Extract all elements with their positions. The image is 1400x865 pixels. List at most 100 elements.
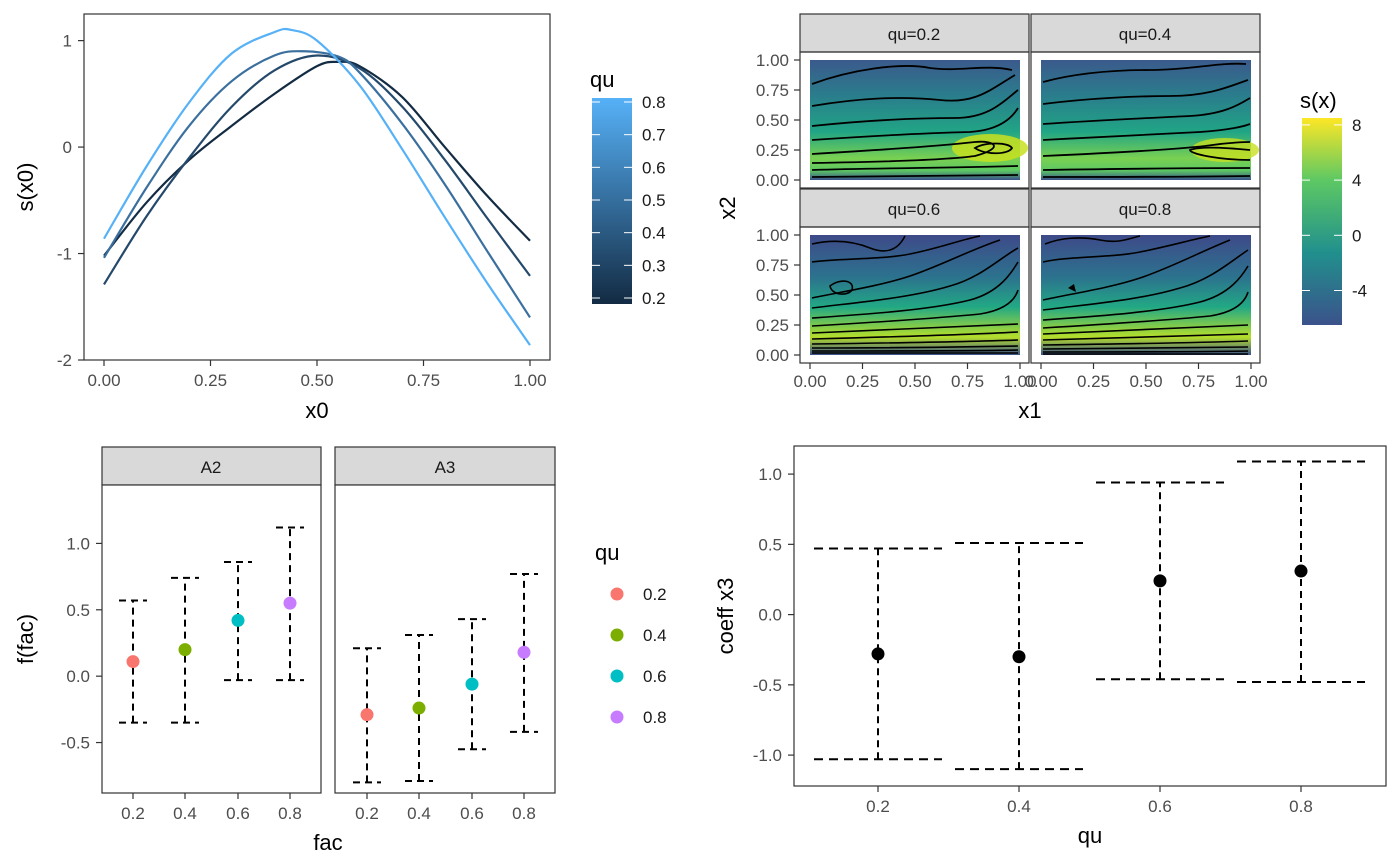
legend-label: 0.2 bbox=[643, 585, 667, 604]
contour-lines bbox=[1042, 62, 1251, 178]
panel-frame bbox=[101, 484, 322, 794]
axis-ticks: -1.0 -0.5 0.0 0.5 1.0 0.2 0.4 0.6 0.8 bbox=[753, 465, 1313, 816]
contour-marker bbox=[1068, 284, 1076, 292]
strip-label: A2 bbox=[201, 458, 222, 477]
tick-label: 4 bbox=[1352, 171, 1361, 190]
tick-label: 1.0 bbox=[66, 534, 90, 553]
axis-ticks: -0.5 0.0 0.5 1.0 0.2 0.4 0.6 0.8 0.2 0.4 0.6 0.8 bbox=[61, 534, 536, 823]
heatmap-panel-qu-0.2 bbox=[810, 60, 1028, 180]
panel-frame bbox=[334, 484, 556, 794]
series-line-qu-0.8 bbox=[103, 27, 531, 346]
point-qu-0.6 bbox=[465, 677, 479, 691]
tick-label: 0 bbox=[63, 138, 72, 157]
panel-smooth-x0: 0.00 0.25 0.50 0.75 1.00 -2 -1 0 1 x0 s(x0) qu … bbox=[13, 13, 666, 423]
point-marks bbox=[814, 460, 1365, 771]
colorbar-ticks: 0.2 0.3 0.4 0.5 0.6 0.7 0.8 bbox=[592, 93, 666, 308]
x-axis-ticks: 0.00 0.25 0.50 0.75 1.00 bbox=[87, 360, 547, 390]
strip-label: A3 bbox=[435, 458, 456, 477]
point-qu-0.4 bbox=[1012, 650, 1026, 664]
heatmap-peak bbox=[952, 134, 1028, 162]
y-axis-title: f(fac) bbox=[13, 614, 38, 664]
heatmap-panel-qu-0.6 bbox=[810, 235, 1020, 355]
x-axis-title: x0 bbox=[305, 398, 328, 423]
point-qu-0.8 bbox=[1294, 564, 1308, 578]
tick-label: 0.75 bbox=[1182, 372, 1215, 391]
colorbar bbox=[592, 98, 632, 304]
tick-label: -4 bbox=[1352, 282, 1367, 301]
tick-label: 0.00 bbox=[793, 372, 826, 391]
legend-key-0.4 bbox=[610, 628, 624, 642]
tick-label: 0.25 bbox=[194, 371, 227, 390]
panel-frame bbox=[1030, 51, 1261, 189]
point-marks bbox=[119, 526, 538, 784]
strip-qu-0.2 bbox=[799, 13, 1030, 53]
tick-label: 8 bbox=[1352, 116, 1361, 135]
point-qu-0.8 bbox=[283, 596, 297, 610]
tick-label: 0.75 bbox=[407, 371, 440, 390]
tick-label: 1 bbox=[63, 32, 72, 51]
heatmap-fill bbox=[1041, 60, 1251, 180]
tick-label: 0.25 bbox=[846, 372, 879, 391]
tick-label: 0.25 bbox=[756, 316, 789, 335]
contour-lines bbox=[811, 235, 1019, 354]
tick-label: 0.6 bbox=[226, 804, 250, 823]
legend-label: 0.8 bbox=[643, 708, 667, 727]
point-qu-0.2 bbox=[360, 708, 374, 722]
point-qu-0.2 bbox=[126, 655, 140, 669]
tick-label: 0.5 bbox=[66, 601, 90, 620]
legend-qu: qu 0.2 0.4 0.6 0.8 bbox=[595, 540, 667, 727]
tick-label: 0.0 bbox=[66, 667, 90, 686]
tick-label: -0.5 bbox=[753, 676, 782, 695]
tick-label: 0.75 bbox=[756, 256, 789, 275]
tick-label: 0.6 bbox=[1148, 797, 1172, 816]
plot-frame bbox=[793, 445, 1387, 787]
y-axis-ticks: -2 -1 0 1 bbox=[57, 32, 84, 370]
strip-A2 bbox=[101, 446, 322, 486]
tick-label: 1.00 bbox=[756, 51, 789, 70]
tick-label: -2 bbox=[57, 351, 72, 370]
series-line-qu-0.4 bbox=[103, 54, 531, 285]
point-qu-0.8 bbox=[517, 645, 531, 659]
tick-label: 0.50 bbox=[756, 111, 789, 130]
tick-label: 0.5 bbox=[642, 191, 666, 210]
y-axis-title: s(x0) bbox=[13, 163, 38, 212]
tick-label: 0.7 bbox=[642, 126, 666, 145]
tick-label: 0 bbox=[1352, 226, 1361, 245]
tick-label: 0.50 bbox=[300, 371, 333, 390]
tick-label: 0.2 bbox=[642, 289, 666, 308]
tick-label: 0.00 bbox=[1024, 372, 1057, 391]
panel-coeff-x3: -1.0 -0.5 0.0 0.5 1.0 0.2 0.4 0.6 0.8 qu coeff x… bbox=[713, 445, 1387, 848]
legend-title: qu bbox=[590, 67, 614, 92]
contour-lines bbox=[811, 65, 1019, 178]
legend-label: 0.4 bbox=[643, 626, 667, 645]
point-qu-0.6 bbox=[1153, 574, 1167, 588]
legend-key-0.8 bbox=[610, 710, 624, 724]
legend-key-0.2 bbox=[610, 587, 624, 601]
strip-label: qu=0.6 bbox=[888, 200, 940, 219]
strip-label: qu=0.8 bbox=[1119, 200, 1171, 219]
tick-label: 0.4 bbox=[642, 224, 666, 243]
tick-label: 0.8 bbox=[642, 93, 666, 112]
heatmap-panel-qu-0.4 bbox=[1041, 60, 1259, 180]
tick-label: 0.00 bbox=[756, 171, 789, 190]
legend-label: 0.6 bbox=[643, 667, 667, 686]
legend-title: qu bbox=[595, 540, 619, 565]
series-line-qu-0.6 bbox=[103, 50, 531, 319]
point-qu-0.4 bbox=[178, 643, 192, 657]
axis-ticks: 0.00 0.00 0.25 0.25 0.50 0.50 0.75 0.75 1.00 1.00… bbox=[756, 51, 1268, 391]
tick-label: 1.00 bbox=[1003, 372, 1036, 391]
legend-key-0.6 bbox=[610, 669, 624, 683]
tick-label: 0.50 bbox=[756, 286, 789, 305]
strip-qu-0.4 bbox=[1030, 13, 1261, 53]
tick-label: 0.3 bbox=[642, 256, 666, 275]
y-axis-title: x2 bbox=[715, 196, 740, 219]
point-qu-0.4 bbox=[412, 701, 426, 715]
tick-label: 1.0 bbox=[758, 465, 782, 484]
tick-label: 0.8 bbox=[512, 804, 536, 823]
tick-label: 0.4 bbox=[407, 804, 431, 823]
y-axis-title: coeff x3 bbox=[713, 578, 738, 655]
tick-label: 0.50 bbox=[1129, 372, 1162, 391]
strip-label: qu=0.2 bbox=[888, 25, 940, 44]
tick-label: 0.6 bbox=[460, 804, 484, 823]
